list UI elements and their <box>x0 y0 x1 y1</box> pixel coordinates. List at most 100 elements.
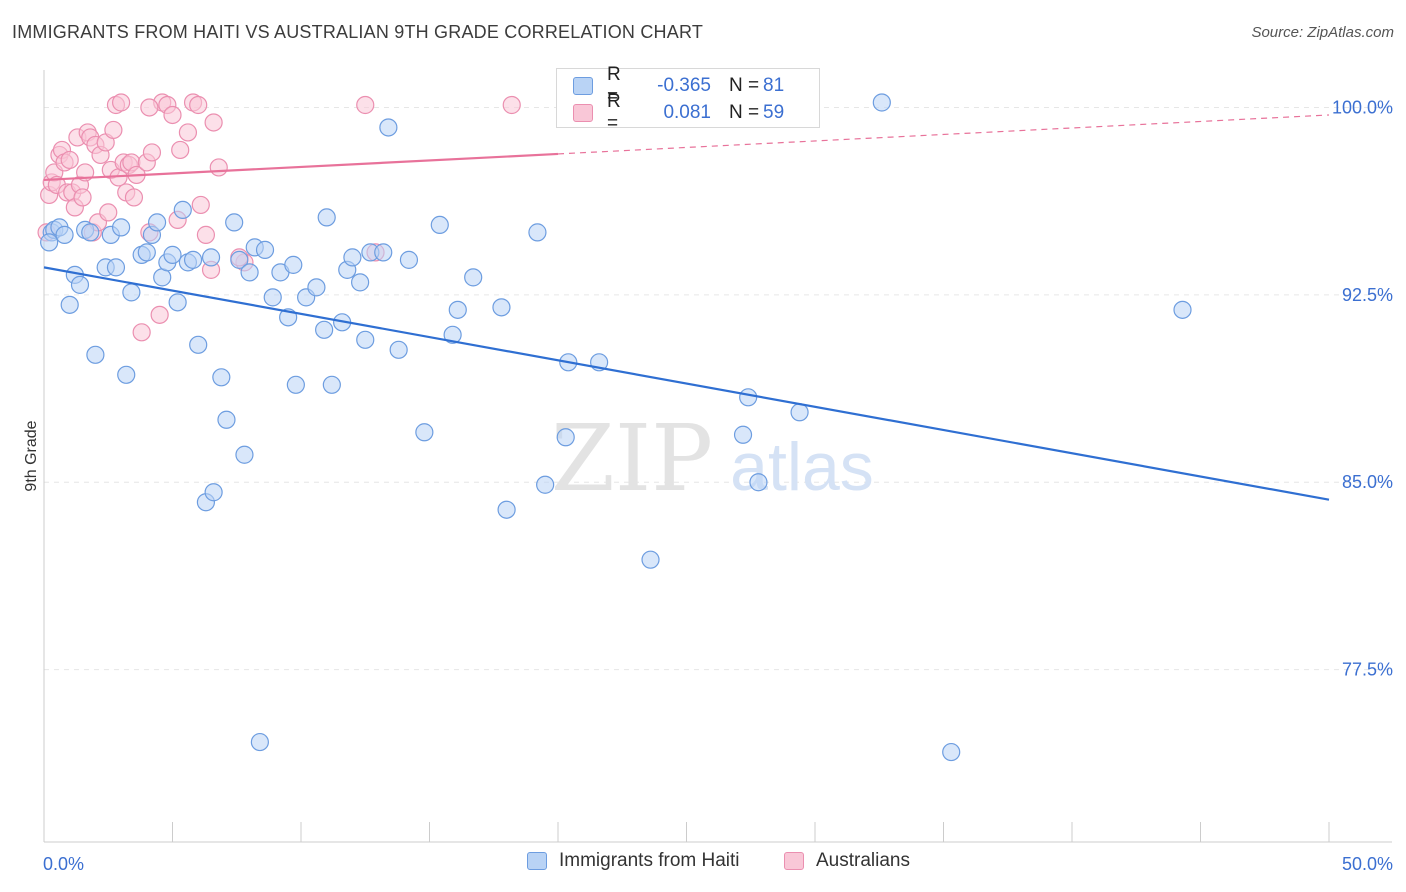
haiti-point <box>255 240 275 259</box>
australians-point <box>111 93 131 112</box>
haiti-point <box>379 118 398 137</box>
australians-point <box>73 188 92 207</box>
australians-swatch <box>573 104 593 122</box>
haiti-point <box>739 388 758 407</box>
haiti-point <box>250 732 269 752</box>
haiti-point <box>263 288 282 307</box>
haiti-point <box>117 365 136 384</box>
n-label: N = <box>729 102 760 123</box>
haiti-point <box>70 275 90 294</box>
haiti-point <box>790 403 809 422</box>
legend-row-australians: R = 0.081 N = 59 <box>573 91 785 134</box>
australians-point <box>356 95 375 115</box>
haiti-point <box>448 300 467 319</box>
haiti-point <box>225 213 244 232</box>
haiti-point <box>443 325 462 344</box>
y-tick-label: 77.5% <box>1342 660 1393 680</box>
australians-point <box>209 158 228 177</box>
x-tick-label: 50.0% <box>1342 854 1393 874</box>
haiti-point <box>240 263 259 282</box>
australians-point <box>140 98 159 117</box>
haiti-point <box>106 258 126 277</box>
haiti-point <box>173 200 192 220</box>
haiti-point <box>183 250 203 269</box>
watermark: ZIP atlas <box>551 405 874 512</box>
haiti-swatch <box>573 77 593 95</box>
australians-trend-line-extension <box>557 114 1330 155</box>
haiti-point <box>389 340 408 359</box>
haiti-point <box>201 248 221 267</box>
australians-points <box>37 93 521 342</box>
australians-point <box>502 95 521 115</box>
r-label: R = <box>607 64 621 107</box>
haiti-point <box>235 445 254 464</box>
correlation-legend: R = -0.365 N = 81 R = 0.081 N = 59 <box>556 64 820 134</box>
australians-point <box>104 120 123 140</box>
haiti-point <box>111 218 131 237</box>
y-tick-label: 92.5% <box>1342 285 1393 305</box>
haiti-point <box>556 428 575 447</box>
australians-point <box>60 150 79 170</box>
haiti-point <box>189 335 208 354</box>
x-ticks <box>43 822 1330 842</box>
haiti-points <box>40 93 1192 762</box>
trend-lines <box>43 114 1330 501</box>
australians-trend-line <box>43 152 559 182</box>
x-tick-labels: 0.0% 50.0% <box>43 854 1393 874</box>
australians-point <box>191 195 210 215</box>
haiti-point <box>217 410 236 429</box>
watermark-zip: ZIP <box>551 405 713 512</box>
australians-point <box>132 323 151 342</box>
australians-point <box>142 143 162 162</box>
n-label: N = <box>729 75 760 96</box>
legend-row-haiti: R = -0.365 N = 81 <box>573 64 784 107</box>
haiti-point <box>399 250 419 269</box>
x-tick-label: 0.0% <box>43 854 84 874</box>
haiti-point <box>230 250 249 269</box>
australians-point <box>189 95 208 115</box>
haiti-trend-line <box>43 266 1330 501</box>
haiti-point <box>137 243 156 262</box>
haiti-point <box>163 245 182 264</box>
series-legend: Immigrants from Haiti Australians <box>0 850 1406 878</box>
haiti-point <box>81 223 100 242</box>
haiti-legend-label: Immigrants from Haiti <box>559 850 740 871</box>
australians-point <box>204 113 223 132</box>
y-tick-labels: 100.0% 92.5% 85.0% 77.5% <box>1332 97 1393 679</box>
haiti-point <box>528 223 547 242</box>
haiti-point <box>286 375 305 394</box>
haiti-point <box>492 298 511 317</box>
chart-source: Source: ZipAtlas.com <box>1251 24 1394 41</box>
australians-point <box>171 140 190 160</box>
haiti-point <box>536 475 555 494</box>
haiti-point <box>374 243 393 262</box>
y-axis-title: 9th Grade <box>23 420 40 491</box>
haiti-point <box>122 283 141 302</box>
haiti-point <box>60 295 79 314</box>
australians-legend-swatch <box>784 852 804 870</box>
australians-point <box>196 225 216 244</box>
haiti-point <box>322 375 341 394</box>
haiti-point <box>212 368 231 387</box>
haiti-point <box>641 550 660 569</box>
haiti-point <box>1173 300 1192 319</box>
y-tick-label: 100.0% <box>1332 97 1393 117</box>
haiti-point <box>351 273 370 292</box>
r-value: 0.081 <box>663 102 711 123</box>
haiti-legend-swatch <box>527 852 547 870</box>
haiti-point <box>942 742 961 762</box>
haiti-point <box>204 483 223 502</box>
haiti-point <box>464 268 483 287</box>
haiti-point <box>356 330 375 349</box>
y-tick-label: 85.0% <box>1342 472 1393 492</box>
australians-point <box>163 105 182 125</box>
watermark-atlas: atlas <box>730 429 874 505</box>
australians-point <box>124 188 144 207</box>
legend-item-australians: Australians <box>784 850 910 872</box>
haiti-point <box>430 215 449 234</box>
haiti-point <box>872 93 891 112</box>
haiti-point <box>168 293 187 312</box>
haiti-point <box>317 208 336 227</box>
n-value: 59 <box>763 102 785 123</box>
haiti-point <box>55 225 74 244</box>
